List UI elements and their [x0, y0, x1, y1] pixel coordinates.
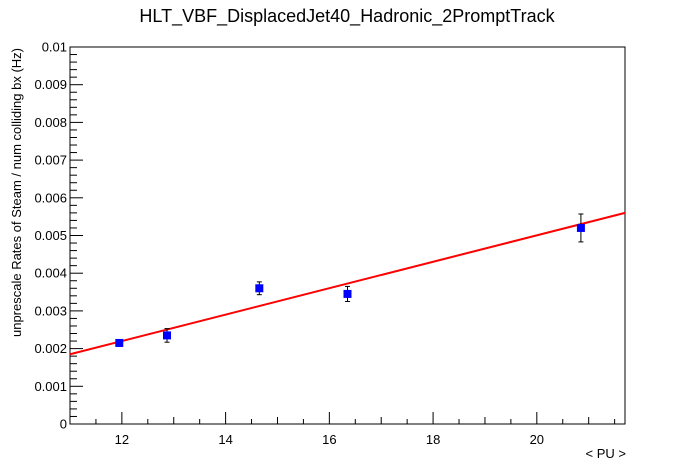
data-point	[255, 284, 264, 293]
y-tick-label: 0.009	[34, 77, 67, 92]
y-tick-label: 0.01	[42, 40, 67, 55]
data-point	[343, 289, 352, 298]
data-point	[115, 338, 124, 347]
y-tick-label: 0.003	[34, 303, 67, 318]
y-tick-label: 0.006	[34, 190, 67, 205]
y-axis-label: unprescale Rates of Steam / num collidin…	[9, 48, 24, 337]
y-tick-label: 0.004	[34, 266, 67, 281]
x-tick-label: 18	[426, 432, 440, 447]
data-point	[162, 331, 171, 340]
x-tick-label: 12	[115, 432, 129, 447]
plot-frame	[69, 46, 626, 425]
x-tick-label: 16	[322, 432, 336, 447]
y-tick-label: 0	[60, 417, 67, 432]
x-axis-label: < PU >	[586, 446, 626, 461]
y-tick-label: 0.005	[34, 228, 67, 243]
x-tick-label: 14	[218, 432, 232, 447]
fit-line	[69, 211, 626, 356]
y-tick-label: 0.001	[34, 379, 67, 394]
chart-title: HLT_VBF_DisplacedJet40_Hadronic_2PromptT…	[139, 6, 555, 27]
x-tick-label: 20	[530, 432, 544, 447]
y-tick-label: 0.002	[34, 341, 67, 356]
points-layer	[115, 213, 585, 347]
y-axis: 0 0.001 0.002 0.003 0.004 0.005 0.006 0.007 0.00…	[34, 40, 83, 432]
y-tick-label: 0.008	[34, 115, 67, 130]
fit-layer	[69, 211, 626, 356]
data-point	[576, 223, 585, 232]
x-axis: 12 14 16 18 20	[69, 412, 616, 447]
y-tick-label: 0.007	[34, 153, 67, 168]
